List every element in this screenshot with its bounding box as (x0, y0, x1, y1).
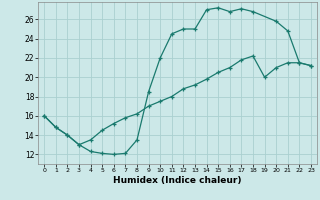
X-axis label: Humidex (Indice chaleur): Humidex (Indice chaleur) (113, 176, 242, 185)
